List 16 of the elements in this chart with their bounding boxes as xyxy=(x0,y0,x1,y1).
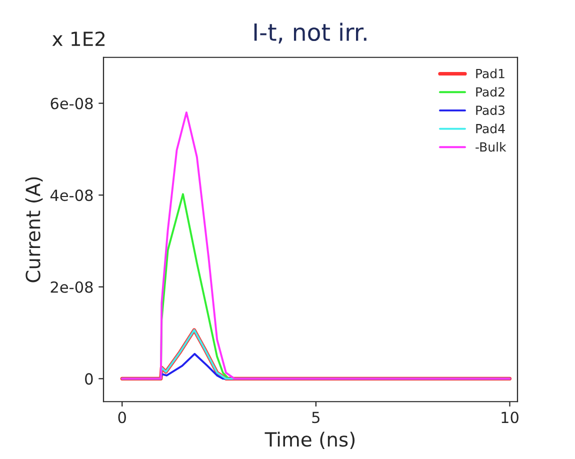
legend-label: Pad3 xyxy=(476,105,505,115)
y-tick-label: 2e-08 xyxy=(50,281,93,293)
y-tick-label: 6e-08 xyxy=(50,98,93,110)
y-axis-title: Current (A) xyxy=(25,177,43,282)
legend-label: -Bulk xyxy=(476,142,506,152)
text: x 1E2 xyxy=(52,31,105,46)
y-tick-label: 0 xyxy=(85,373,93,385)
legend-label: Pad2 xyxy=(476,86,504,97)
chart-title: I-t, not irr. xyxy=(254,22,366,44)
x-tick-label: 0 xyxy=(118,412,126,424)
legend-label: Pad1 xyxy=(476,68,504,78)
legend-label: Pad4 xyxy=(476,124,505,134)
x-tick-label: 5 xyxy=(312,412,320,424)
x-axis-title: Time (ns) xyxy=(264,432,355,450)
x-tick-label: 10 xyxy=(502,412,518,424)
y-tick-label: 4e-08 xyxy=(50,190,93,202)
